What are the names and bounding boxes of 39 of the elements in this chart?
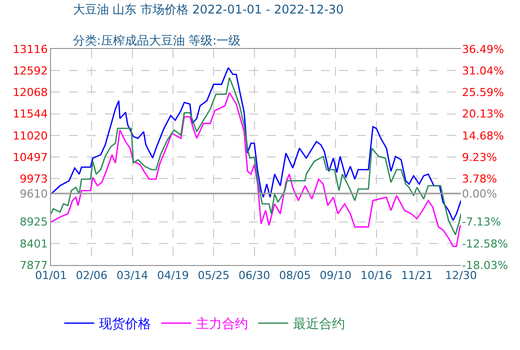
y-tick-label: 7877 xyxy=(20,258,48,272)
x-tick-label: 12/30 xyxy=(445,269,477,282)
y2-tick-label: -18.03% xyxy=(462,258,508,272)
y2-tick-label: -12.58% xyxy=(462,237,508,250)
y-tick-label: 8401 xyxy=(20,237,48,250)
line-series xyxy=(51,92,461,247)
legend-label: 最近合约 xyxy=(293,317,346,332)
chart-title: 大豆油 山东 市场价格 2022-01-01 - 2022-12-30 xyxy=(72,2,344,17)
y-tick-label: 12592 xyxy=(12,64,48,78)
legend-label: 主力合约 xyxy=(196,316,248,332)
y2-tick-label: 14.68% xyxy=(462,129,504,142)
y-tick-label: 8925 xyxy=(20,216,48,229)
x-tick-label: 03/14 xyxy=(116,269,148,282)
y2-tick-label: 20.13% xyxy=(462,108,504,121)
x-tick-label: 04/19 xyxy=(157,269,189,282)
y2-tick-label: 31.04% xyxy=(462,64,504,78)
y2-tick-label: 36.49% xyxy=(462,42,504,56)
y2-tick-label: 0.00% xyxy=(462,187,497,200)
y-tick-label: 10497 xyxy=(12,150,48,164)
y-tick-label: 13116 xyxy=(12,42,48,56)
y-tick-label: 11544 xyxy=(12,108,48,121)
y2-tick-label: 9.23% xyxy=(462,150,497,164)
y-tick-label: 11020 xyxy=(12,129,48,142)
x-tick-label: 05/25 xyxy=(198,269,230,282)
x-tick-label: 01/01 xyxy=(35,269,67,282)
x-tick-label: 02/06 xyxy=(76,269,108,282)
y2-tick-label: -7.13% xyxy=(462,216,501,229)
x-tick-label: 08/05 xyxy=(279,269,311,282)
y-tick-label: 12068 xyxy=(12,86,48,100)
y2-tick-label: 3.78% xyxy=(462,172,497,186)
y-tick-label: 9610 xyxy=(20,187,48,200)
chart-subtitle: 分类:压榨成品大豆油 等级:一级 xyxy=(72,33,241,48)
x-tick-label: 10/16 xyxy=(360,269,392,282)
x-tick-label: 11/21 xyxy=(401,269,433,282)
y2-tick-label: 25.59% xyxy=(462,86,504,100)
x-tick-label: 06/30 xyxy=(238,269,270,282)
x-tick-label: 09/10 xyxy=(320,269,352,282)
y-tick-label: 9973 xyxy=(20,172,48,186)
legend-label: 现货价格 xyxy=(99,317,152,332)
